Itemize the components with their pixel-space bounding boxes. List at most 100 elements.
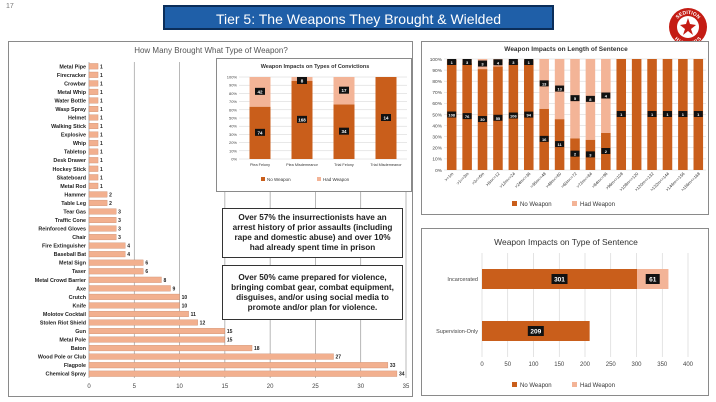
- y-tick-label: 40%: [229, 124, 237, 129]
- data-label: 2: [605, 149, 608, 154]
- category-label: >3<=6m: [471, 171, 486, 186]
- data-label-box: [297, 77, 307, 84]
- bar-value-label: 8: [163, 278, 166, 284]
- no-weapon-bar: [631, 59, 642, 170]
- bar-value-label: 34: [399, 372, 405, 378]
- category-label: Desk Drawer: [53, 158, 87, 164]
- page-number: 17: [6, 3, 14, 10]
- y-tick-label: 50%: [432, 112, 442, 118]
- category-label: Firecracker: [57, 73, 87, 79]
- svg-text:SEDITION: SEDITION: [675, 10, 702, 21]
- category-label: Hammer: [64, 192, 86, 198]
- legend-swatch: [512, 382, 517, 387]
- sentence-length-chart-panel: Weapon Impacts on Length of Sentence 0% 10…: [421, 41, 709, 215]
- x-tick-label: 25: [312, 384, 319, 390]
- bar-value-label: 2: [109, 201, 112, 207]
- data-label-box: [255, 128, 265, 136]
- y-tick-label: 0%: [231, 157, 237, 162]
- data-label: 30: [480, 117, 485, 122]
- conviction-chart: Weapon Impacts on Types of Convictions 0%…: [227, 64, 407, 182]
- data-label-box: [678, 111, 688, 117]
- data-label: 17: [341, 88, 347, 93]
- data-label-box: [493, 114, 503, 121]
- bar-value-label: 4: [127, 252, 130, 258]
- data-label-box: [478, 60, 488, 67]
- category-label: Metal Sign: [59, 261, 86, 267]
- data-label-box: [662, 111, 672, 117]
- data-label: 1: [682, 112, 685, 117]
- data-label-box: [693, 111, 703, 117]
- data-label-box: [462, 113, 472, 120]
- x-tick-label: 0: [87, 384, 91, 390]
- category-label: Knife: [73, 303, 86, 309]
- category-label: Chair: [72, 235, 87, 241]
- data-label-box: [524, 59, 534, 65]
- category-label: >=1m: [443, 171, 454, 182]
- y-tick-label: 60%: [432, 101, 442, 107]
- bar-value-label: 1: [100, 167, 103, 173]
- weapon-bar: [88, 353, 334, 360]
- bar-value-label: 15: [227, 329, 233, 335]
- weapon-bar: [88, 63, 99, 70]
- category-label: Traffic Cone: [55, 218, 86, 224]
- data-label-box: [527, 326, 544, 336]
- bar-value-label: 2: [109, 192, 112, 198]
- bar-value-label: 1: [100, 116, 103, 122]
- bar-value-label: 6: [145, 261, 148, 267]
- y-tick-label: 40%: [432, 123, 442, 129]
- data-label-box: [524, 111, 534, 118]
- category-label: Crutch: [69, 295, 86, 301]
- page-title: Tier 5: The Weapons They Brought & Wield…: [163, 5, 554, 30]
- chart-title: Weapon Impacts on Length of Sentence: [504, 46, 628, 53]
- x-tick-label: 30: [357, 384, 364, 390]
- category-label: Walking Stick: [51, 124, 86, 130]
- weapon-bar: [88, 140, 99, 147]
- y-tick-label: 30%: [229, 132, 237, 137]
- bar-value-label: 18: [254, 346, 260, 352]
- data-label-box: [462, 59, 472, 65]
- weapon-bar: [88, 114, 99, 121]
- data-label: 1: [620, 112, 623, 117]
- data-label: 16: [542, 137, 547, 142]
- data-label: 1: [528, 60, 531, 65]
- weapon-bar: [88, 199, 108, 206]
- data-label: 1: [451, 60, 454, 65]
- category-label: Plea Felony: [250, 163, 270, 167]
- weapon-bar: [88, 225, 117, 232]
- bar-value-label: 3: [118, 227, 121, 233]
- category-label: Hockey Stick: [52, 167, 86, 173]
- weapon-bar: [88, 276, 162, 283]
- callout-prepared-violence: Over 50% came prepared for violence, bri…: [222, 265, 403, 320]
- bar-value-label: 1: [100, 64, 103, 70]
- data-label-box: [647, 111, 657, 117]
- bar-value-label: 1: [100, 158, 103, 164]
- category-label: Table Leg: [61, 201, 86, 207]
- category-label: Supervision-Only: [436, 329, 478, 335]
- data-label: 76: [465, 114, 470, 119]
- category-label: Explosive: [61, 133, 86, 139]
- category-label: Plea Misdemeanor: [286, 163, 318, 167]
- category-label: >1<=3m: [455, 171, 470, 186]
- data-label-box: [339, 127, 349, 135]
- weapon-bar: [88, 259, 144, 266]
- category-label: Incarcerated: [447, 277, 478, 283]
- bar-value-label: 33: [390, 363, 396, 369]
- weapon-bar: [88, 285, 171, 292]
- bar-value-label: 3: [118, 235, 121, 241]
- data-label-box: [447, 59, 457, 65]
- weapon-bar: [88, 131, 99, 138]
- data-label-box: [570, 95, 580, 102]
- bar-value-label: 12: [200, 320, 206, 326]
- data-label-box: [539, 135, 549, 142]
- data-label: 1: [697, 112, 700, 117]
- x-tick-label: 350: [657, 362, 668, 368]
- weapon-bar: [88, 362, 389, 369]
- legend-label: Had Weapon: [323, 177, 350, 182]
- y-tick-label: 50%: [229, 116, 237, 121]
- data-label-box: [570, 150, 580, 157]
- weapon-bar: [88, 123, 99, 130]
- x-tick-label: 0: [480, 362, 484, 368]
- weapon-bar: [88, 370, 398, 377]
- category-label: Taser: [72, 269, 87, 275]
- data-label-box: [645, 274, 660, 284]
